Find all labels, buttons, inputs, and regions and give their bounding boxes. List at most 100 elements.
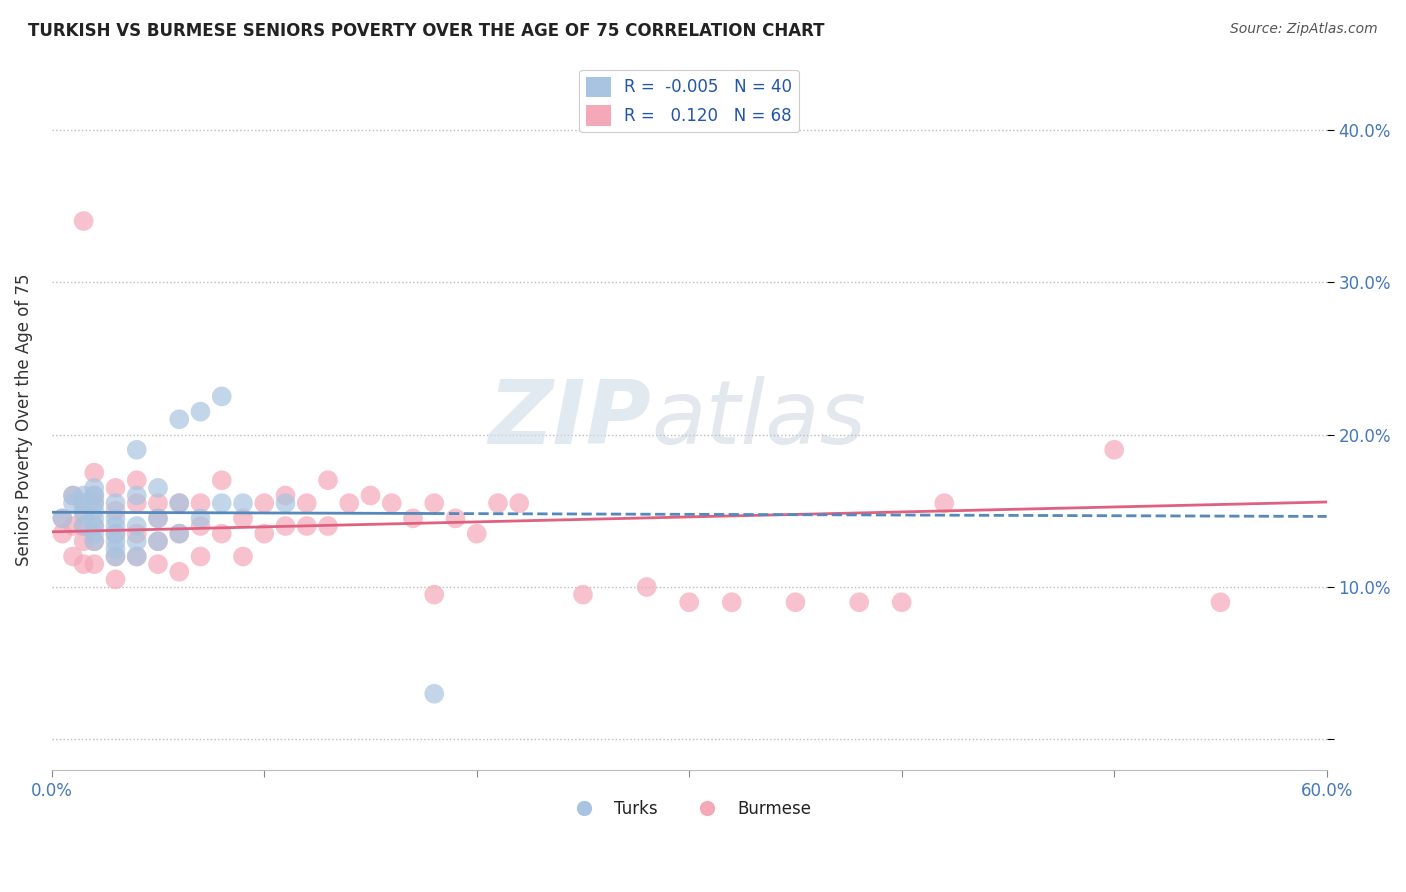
Point [508, 496, 530, 510]
Point [72, 519, 94, 533]
Point [211, 496, 233, 510]
Point [486, 496, 509, 510]
Point [125, 519, 148, 533]
Point [62, 519, 84, 533]
Point [104, 534, 127, 549]
Text: TURKISH VS BURMESE SENIORS POVERTY OVER THE AGE OF 75 CORRELATION CHART: TURKISH VS BURMESE SENIORS POVERTY OVER … [28, 22, 825, 40]
Point [104, 526, 127, 541]
Point [190, 496, 212, 510]
Point [104, 549, 127, 564]
Point [146, 481, 169, 495]
Point [83, 489, 105, 503]
Point [83, 534, 105, 549]
Point [72, 557, 94, 571]
Text: ZIP: ZIP [488, 376, 651, 463]
Point [572, 588, 595, 602]
Point [785, 595, 807, 609]
Point [232, 549, 254, 564]
Point [72, 519, 94, 533]
Point [62, 489, 84, 503]
Point [146, 511, 169, 525]
Point [190, 511, 212, 525]
Point [360, 489, 382, 503]
Point [1209, 595, 1232, 609]
Point [104, 526, 127, 541]
Point [423, 687, 446, 701]
Point [83, 496, 105, 510]
Point [253, 526, 276, 541]
Point [146, 534, 169, 549]
Point [274, 489, 297, 503]
Point [104, 549, 127, 564]
Point [295, 496, 318, 510]
Point [104, 511, 127, 525]
Point [167, 526, 190, 541]
Point [848, 595, 870, 609]
Text: atlas: atlas [651, 376, 866, 462]
Point [83, 519, 105, 533]
Point [934, 496, 956, 510]
Point [104, 496, 127, 510]
Point [211, 526, 233, 541]
Point [211, 389, 233, 403]
Point [190, 549, 212, 564]
Point [125, 489, 148, 503]
Point [72, 489, 94, 503]
Point [62, 549, 84, 564]
Point [1102, 442, 1125, 457]
Point [125, 549, 148, 564]
Point [211, 473, 233, 487]
Point [104, 573, 127, 587]
Point [232, 496, 254, 510]
Point [167, 496, 190, 510]
Point [51, 526, 73, 541]
Point [72, 534, 94, 549]
Point [62, 489, 84, 503]
Point [423, 588, 446, 602]
Point [146, 496, 169, 510]
Point [125, 534, 148, 549]
Point [72, 496, 94, 510]
Point [337, 496, 360, 510]
Point [146, 534, 169, 549]
Point [104, 504, 127, 518]
Point [62, 496, 84, 510]
Point [167, 526, 190, 541]
Point [83, 534, 105, 549]
Point [104, 541, 127, 556]
Point [125, 549, 148, 564]
Point [83, 511, 105, 525]
Point [274, 519, 297, 533]
Point [83, 489, 105, 503]
Point [125, 526, 148, 541]
Point [104, 481, 127, 495]
Point [232, 511, 254, 525]
Point [402, 511, 425, 525]
Point [274, 496, 297, 510]
Point [167, 412, 190, 426]
Point [678, 595, 700, 609]
Point [83, 466, 105, 480]
Point [720, 595, 742, 609]
Point [146, 511, 169, 525]
Point [146, 557, 169, 571]
Point [51, 511, 73, 525]
Point [465, 526, 488, 541]
Point [83, 519, 105, 533]
Point [316, 473, 339, 487]
Point [83, 504, 105, 518]
Point [444, 511, 467, 525]
Point [83, 496, 105, 510]
Point [72, 507, 94, 521]
Text: Source: ZipAtlas.com: Source: ZipAtlas.com [1230, 22, 1378, 37]
Point [83, 481, 105, 495]
Point [167, 496, 190, 510]
Legend: Turks, Burmese: Turks, Burmese [561, 794, 818, 825]
Point [295, 519, 318, 533]
Point [72, 214, 94, 228]
Point [125, 442, 148, 457]
Point [636, 580, 658, 594]
Y-axis label: Seniors Poverty Over the Age of 75: Seniors Poverty Over the Age of 75 [15, 273, 32, 566]
Point [381, 496, 404, 510]
Point [72, 496, 94, 510]
